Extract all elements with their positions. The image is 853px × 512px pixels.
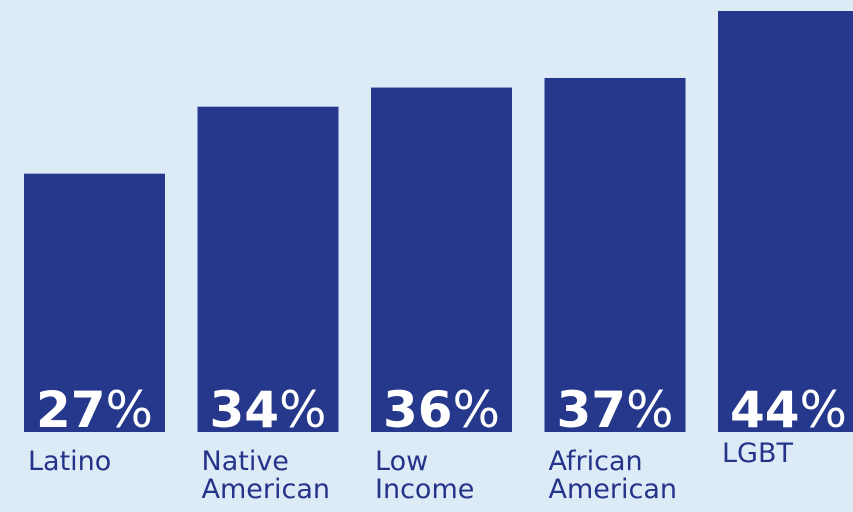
category-label: African American	[549, 446, 678, 505]
bar-group: 27%	[24, 173, 165, 439]
bar-group: 34%	[197, 106, 339, 439]
data-label: 34%	[209, 381, 326, 439]
bar	[371, 87, 512, 432]
data-label: 27%	[36, 381, 153, 439]
category-label: Native American	[202, 446, 331, 505]
bar-group: 44%	[718, 11, 853, 439]
data-label: 44%	[730, 381, 847, 439]
bar	[544, 77, 686, 433]
bar	[24, 173, 165, 432]
data-label: 36%	[383, 381, 500, 439]
category-label: Low Income	[375, 446, 474, 505]
bar-group: 37%	[544, 77, 686, 439]
bar-group: 36%	[371, 87, 512, 439]
bar	[197, 106, 339, 432]
data-label: 37%	[556, 381, 673, 439]
bar	[718, 11, 853, 432]
category-label: Latino	[28, 446, 111, 477]
category-label: LGBT	[722, 438, 793, 469]
